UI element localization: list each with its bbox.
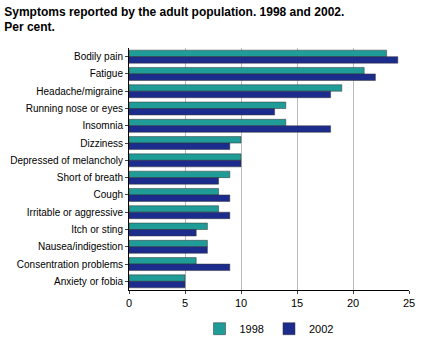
svg-text:1998: 1998 xyxy=(240,323,264,335)
svg-text:Irritable or aggressive: Irritable or aggressive xyxy=(27,207,124,218)
svg-text:15: 15 xyxy=(291,297,303,309)
svg-text:Consentration problems: Consentration problems xyxy=(17,259,123,270)
svg-text:20: 20 xyxy=(347,297,359,309)
svg-text:Short of breath: Short of breath xyxy=(57,172,123,183)
svg-text:Nausea/indigestion: Nausea/indigestion xyxy=(38,241,123,252)
svg-text:Cough: Cough xyxy=(94,189,123,200)
svg-text:Running nose or eyes: Running nose or eyes xyxy=(26,103,123,114)
svg-text:Insomnia: Insomnia xyxy=(82,120,123,131)
svg-text:Headache/migraine: Headache/migraine xyxy=(36,86,123,97)
svg-text:Itch or sting: Itch or sting xyxy=(71,224,123,235)
svg-text:Bodily pain: Bodily pain xyxy=(74,51,123,62)
svg-text:Anxiety or fobia: Anxiety or fobia xyxy=(54,276,123,287)
svg-text:10: 10 xyxy=(235,297,247,309)
svg-text:0: 0 xyxy=(126,297,132,309)
svg-text:Symptoms reported by the adult: Symptoms reported by the adult populatio… xyxy=(4,5,344,35)
svg-text:5: 5 xyxy=(182,297,188,309)
svg-text:2002: 2002 xyxy=(309,323,333,335)
svg-text:Fatigue: Fatigue xyxy=(90,68,124,79)
svg-text:25: 25 xyxy=(403,297,415,309)
svg-text:Dizziness: Dizziness xyxy=(80,138,123,149)
svg-text:Depressed of melancholy: Depressed of melancholy xyxy=(10,155,123,166)
